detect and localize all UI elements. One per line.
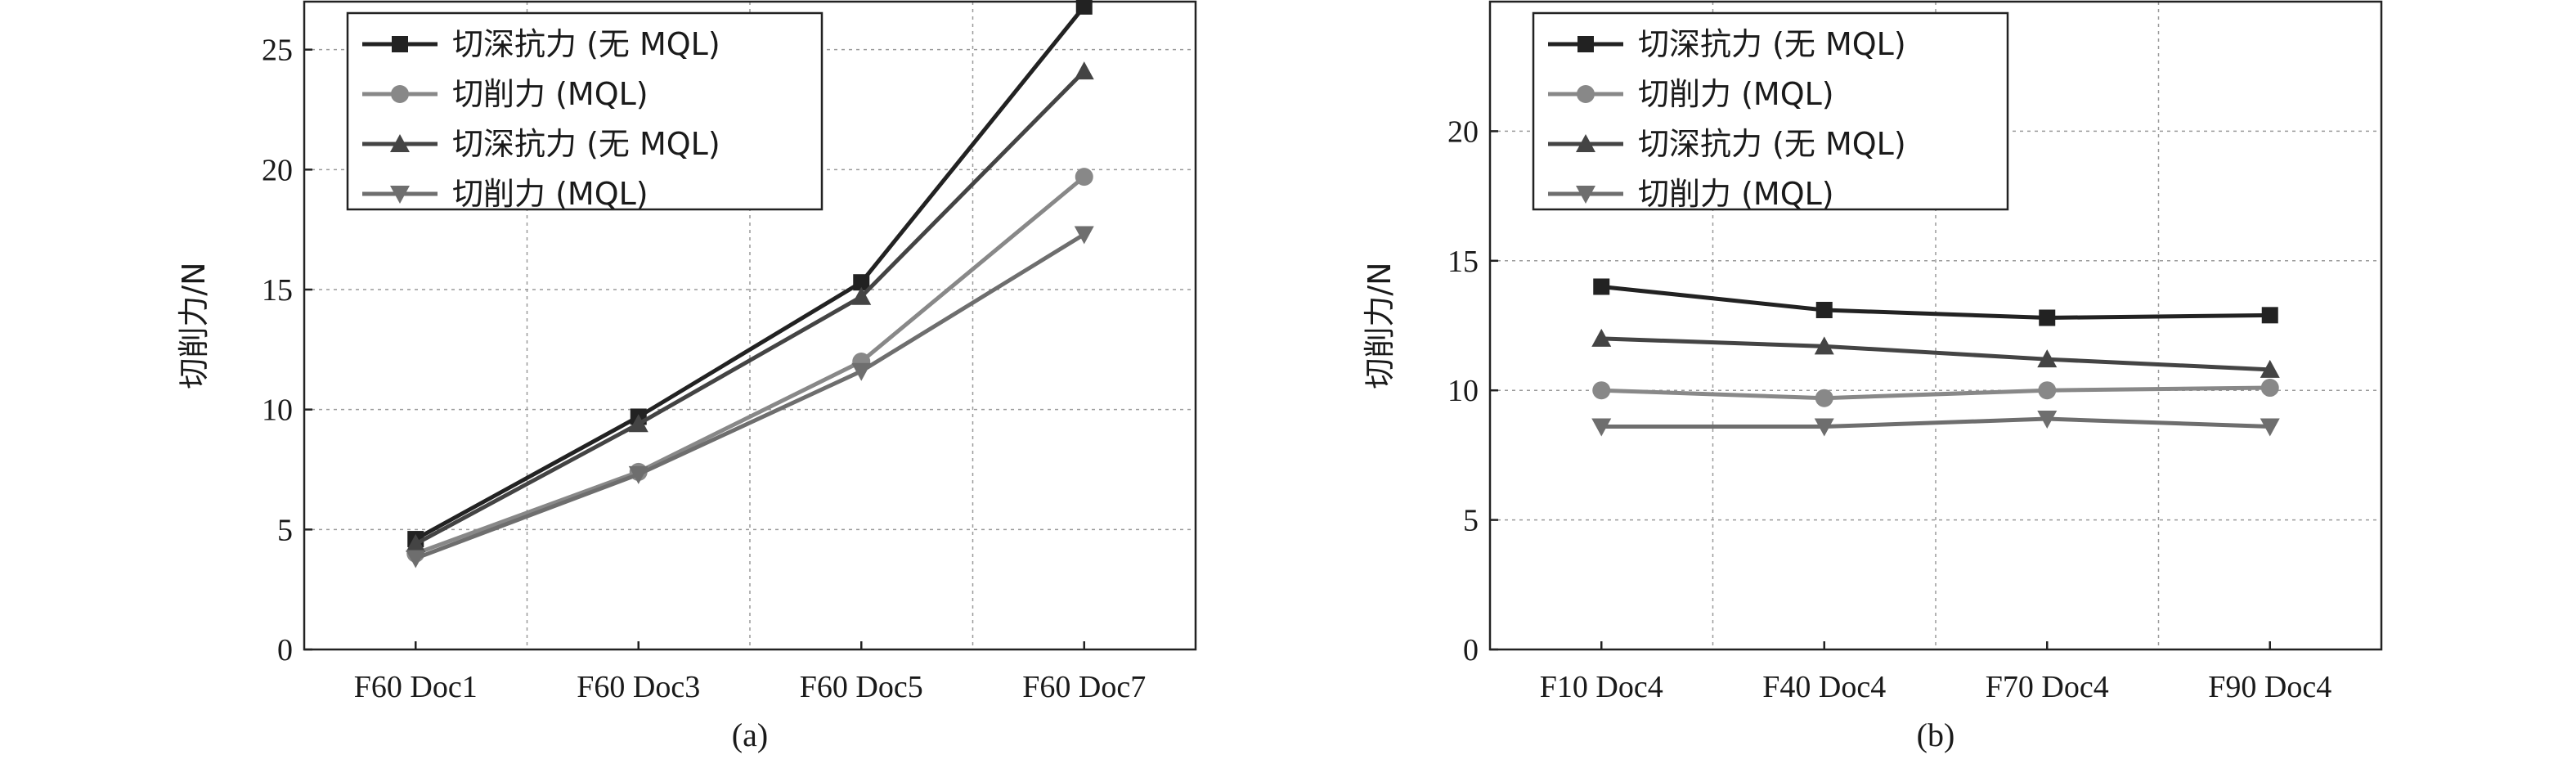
data-point-s1 (1075, 0, 1093, 15)
legend-label-3: 切深抗力 (无 MQL) (1638, 126, 1906, 162)
data-point-s3 (1814, 336, 1834, 355)
legend-marker-1 (1577, 36, 1594, 52)
data-point-s4 (406, 550, 426, 569)
legend-label-3: 切深抗力 (无 MQL) (452, 126, 720, 162)
series-line-3 (415, 70, 1086, 546)
data-point-s2 (1592, 381, 1611, 400)
data-point-s1 (853, 274, 870, 291)
data-point-s4 (2260, 418, 2280, 437)
x-tick-label: F90 Doc4 (2208, 670, 2331, 704)
data-point-s1 (1593, 278, 1610, 295)
x-tick-label: F60 Doc1 (354, 670, 478, 704)
y-tick-label: 20 (262, 153, 293, 187)
data-point-s4 (1814, 418, 1834, 437)
x-tick-label: F40 Doc4 (1762, 670, 1886, 704)
data-point-s4 (1591, 418, 1612, 437)
data-point-s1 (1815, 301, 1833, 318)
legend-label-4: 切削力 (MQL) (452, 176, 648, 212)
data-point-s1 (2261, 307, 2278, 324)
x-tick-label: F60 Doc3 (577, 670, 700, 704)
data-point-s2 (1815, 389, 1833, 407)
y-tick-label: 0 (277, 633, 293, 667)
data-point-s4 (851, 362, 872, 381)
legend-box (346, 11, 824, 211)
data-point-s2 (2038, 381, 2057, 400)
y-tick-label: 25 (262, 34, 293, 68)
legend-label-1: 切深抗力 (无 MQL) (1638, 26, 1906, 62)
legend-label-1: 切深抗力 (无 MQL) (452, 26, 720, 62)
legend-marker-2 (1577, 85, 1595, 103)
plot-frame (1488, 0, 2383, 651)
y-tick-label: 20 (1447, 115, 1479, 149)
series-line-4 (415, 232, 1086, 560)
data-point-s2 (1075, 168, 1093, 187)
plot-frame (303, 0, 1197, 651)
panel-caption: (b) (1917, 717, 1955, 753)
data-point-s3 (851, 286, 872, 305)
x-tick-label: F70 Doc4 (1986, 670, 2109, 704)
series-line-1 (1600, 284, 2270, 320)
x-tick-label: F60 Doc7 (1022, 670, 1146, 704)
y-tick-label: 0 (1463, 633, 1479, 667)
data-point-s4 (2037, 411, 2058, 429)
chart-panel-a: 0 5 10 15 20 25 F60 Doc1 F60 Doc3 F60 Doc5 F60 Do… (176, 0, 1197, 753)
series-line-2 (415, 175, 1086, 556)
chart-panel-b: 0 5 10 15 20 F10 Doc4 F40 Doc4 F70 Doc4 F90 Doc4… (1362, 0, 2383, 753)
data-point-s4 (1074, 226, 1094, 245)
series-line-3 (1601, 336, 2270, 372)
legend-label-2: 切削力 (MQL) (1638, 76, 1834, 112)
data-point-s3 (2037, 349, 2058, 368)
data-point-s3 (628, 414, 648, 433)
y-tick-label: 15 (262, 273, 293, 308)
data-point-s4 (628, 465, 648, 484)
y-tick-label: 15 (1447, 245, 1479, 279)
legend-marker-1 (392, 36, 408, 52)
data-point-s3 (1591, 328, 1612, 347)
legend-marker-2 (391, 85, 409, 103)
y-tick-label: 10 (262, 393, 293, 428)
legend-marker-4 (1576, 186, 1595, 204)
series-line-1 (415, 5, 1086, 542)
y-tick-label: 5 (1463, 504, 1479, 538)
y-tick-label: 5 (277, 513, 293, 547)
data-point-s3 (2260, 359, 2280, 378)
data-point-s1 (2039, 309, 2056, 326)
data-point-s2 (2260, 379, 2279, 398)
legend-label-2: 切削力 (MQL) (452, 76, 648, 112)
series-line-4 (1601, 416, 2270, 429)
legend-marker-3 (390, 134, 410, 152)
legend: 切深抗力 (无 MQL) 切削力 (MQL) 切深抗力 (无 MQL) 切削力 (MQ… (346, 11, 824, 212)
legend-marker-3 (1576, 134, 1595, 152)
legend: 切深抗力 (无 MQL) 切削力 (MQL) 切深抗力 (无 MQL) 切削力 (MQ… (1532, 11, 2009, 212)
series-line-2 (1601, 385, 2270, 401)
data-point-s3 (1074, 61, 1094, 80)
y-tick-label: 10 (1447, 374, 1479, 408)
data-point-s3 (406, 533, 426, 552)
panel-caption: (a) (732, 717, 768, 753)
legend-marker-4 (390, 186, 410, 204)
y-axis-title: 切削力/N (1362, 262, 1398, 389)
legend-label-4: 切削力 (MQL) (1638, 176, 1834, 212)
x-tick-label: F60 Doc5 (800, 670, 923, 704)
y-axis-title: 切削力/N (176, 262, 212, 389)
x-tick-label: F10 Doc4 (1540, 670, 1663, 704)
